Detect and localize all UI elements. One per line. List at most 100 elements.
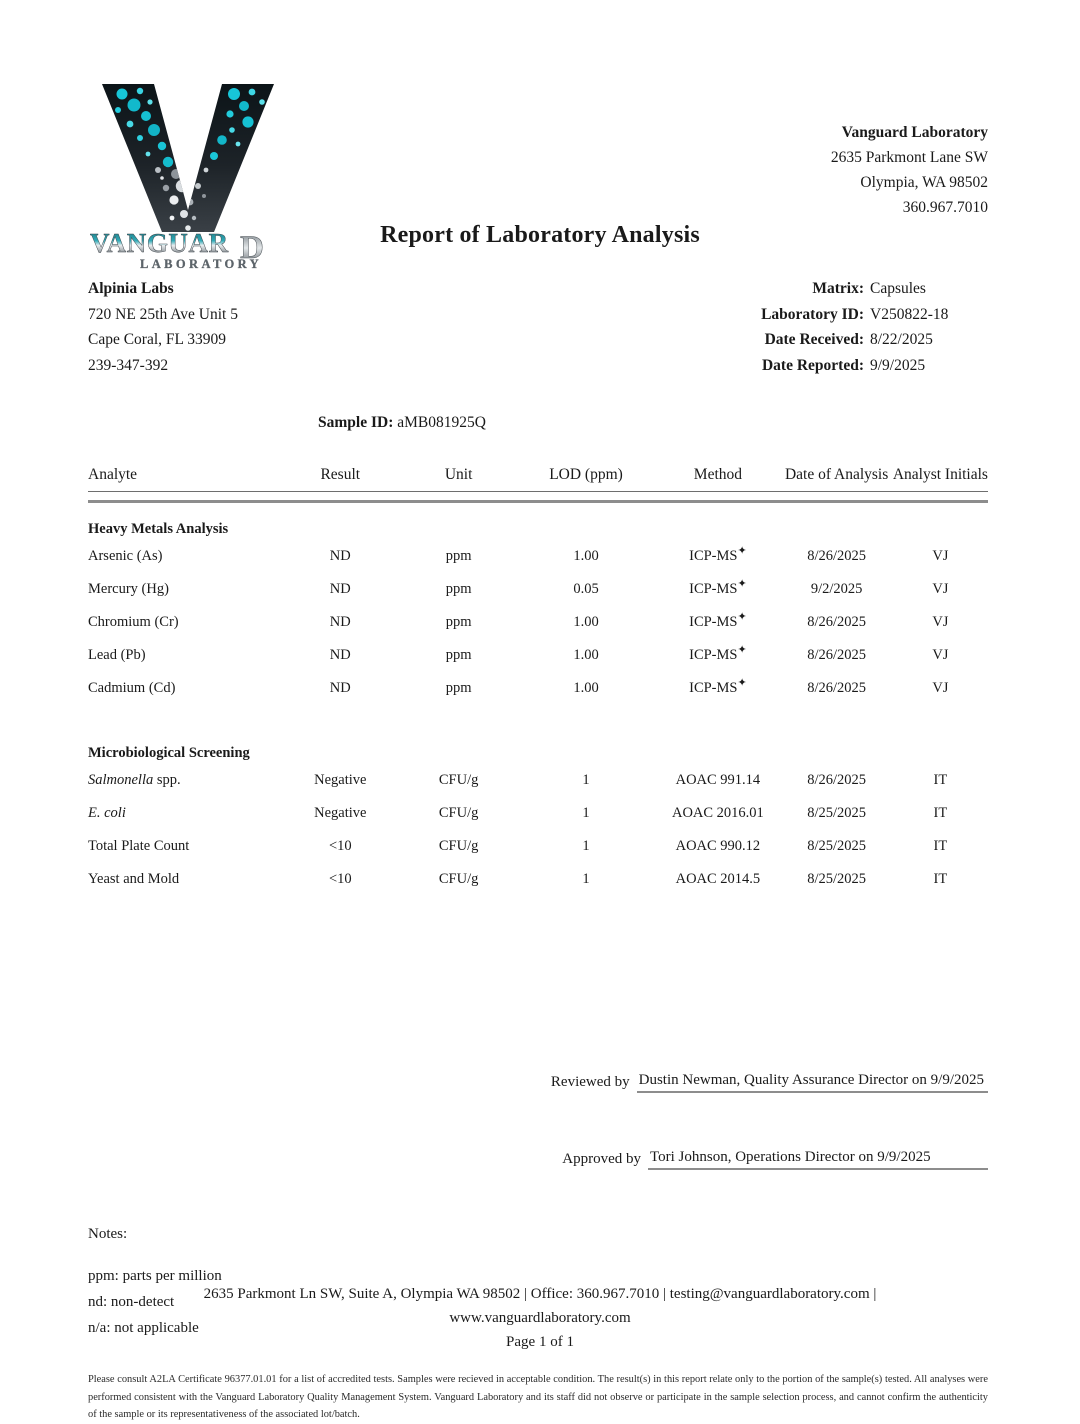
cell-result: <10 <box>328 838 352 854</box>
table-row: Mercury (Hg) ND ppm 0.05 ICP-MS✦ 9/2/2025 VJ <box>88 573 988 606</box>
results-header-row: Analyte Result Unit LOD (ppm) Method Dat… <box>88 466 988 492</box>
cell-result: Negative <box>314 772 367 788</box>
cell-date: 8/25/2025 <box>807 871 867 887</box>
cell-lod: 1 <box>582 772 590 788</box>
sample-meta-block: Matrix: Capsules Laboratory ID: V250822-… <box>761 276 988 378</box>
section-heading: Heavy Metals Analysis <box>88 521 229 537</box>
cell-unit: CFU/g <box>438 805 479 821</box>
results-table-wrapper: Analyte Result Unit LOD (ppm) Method Dat… <box>88 466 988 896</box>
footer-website: www.vanguardlaboratory.com <box>449 1310 631 1326</box>
cell-result: ND <box>329 680 351 696</box>
table-row: Chromium (Cr) ND ppm 1.00 ICP-MS✦ 8/26/2025 VJ <box>88 606 988 639</box>
cell-date: 8/26/2025 <box>807 680 867 696</box>
method-footnote-marker: ✦ <box>737 677 747 690</box>
cell-unit: ppm <box>445 647 472 663</box>
vanguard-logo: VANGUAR D LABORATORY <box>88 78 288 271</box>
cell-initials: VJ <box>932 647 949 663</box>
th-initials: Analyst Initials <box>892 466 988 492</box>
signature-block: Reviewed by Dustin Newman, Quality Assur… <box>0 1072 1080 1170</box>
cell-lod: 1 <box>582 805 590 821</box>
table-row: Yeast and Mold <10 CFU/g 1 AOAC 2014.5 8/25/2… <box>88 863 988 896</box>
meta-lab-id-value: V250822-18 <box>870 305 949 323</box>
cell-method: ICP-MS✦ <box>689 644 747 663</box>
results-table-head: Analyte Result Unit LOD (ppm) Method Dat… <box>88 466 988 511</box>
table-row: Total Plate Count <10 CFU/g 1 AOAC 990.12 8/2… <box>88 830 988 863</box>
cell-lod: 1.00 <box>573 548 599 564</box>
cell-lod: 0.05 <box>573 581 599 597</box>
method-footnote-marker: ✦ <box>737 611 747 624</box>
section-heading: Microbiological Screening <box>88 745 250 761</box>
table-row: Lead (Pb) ND ppm 1.00 ICP-MS✦ 8/26/2025 VJ <box>88 639 988 672</box>
notes-block: Notes: ppm: parts per million nd: non-de… <box>88 1226 988 1341</box>
approved-by-row: Approved by Tori Johnson, Operations Dir… <box>0 1149 988 1170</box>
lab-phone: 360.967.7010 <box>902 199 988 216</box>
cell-initials: VJ <box>932 680 949 696</box>
notes-title: Notes: <box>88 1226 128 1242</box>
client-address-line1: 720 NE 25th Ave Unit 5 <box>88 305 238 323</box>
cell-initials: VJ <box>932 614 949 630</box>
cell-date: 8/25/2025 <box>807 805 867 821</box>
method-footnote-marker: ✦ <box>737 644 747 657</box>
disclaimer-text: Please consult A2LA Certificate 96377.01… <box>88 1374 988 1420</box>
report-header: VANGUAR D LABORATORY Vanguard Laboratory… <box>0 0 1080 271</box>
cell-lod: 1.00 <box>573 680 599 696</box>
lab-address-line2: Olympia, WA 98502 <box>860 174 988 191</box>
cell-initials: VJ <box>932 581 949 597</box>
svg-text:LABORATORY: LABORATORY <box>140 257 262 271</box>
species-name: E. coli <box>88 805 126 821</box>
cell-analyte: Total Plate Count <box>88 838 190 854</box>
cell-lod: 1 <box>582 871 590 887</box>
cell-unit: ppm <box>445 614 472 630</box>
cell-date: 8/25/2025 <box>807 838 867 854</box>
client-address-line2: Cape Coral, FL 33909 <box>88 331 227 348</box>
cell-method: AOAC 2016.01 <box>671 805 764 821</box>
meta-matrix-label: Matrix: <box>812 280 864 297</box>
cell-initials: VJ <box>932 548 949 564</box>
approved-by-value: Tori Johnson, Operations Director on 9/9… <box>648 1149 988 1170</box>
cell-analyte: Lead (Pb) <box>88 647 146 663</box>
footer-page-number: Page 1 of 1 <box>506 1334 574 1350</box>
section-heading-row: Microbiological Screening <box>88 735 988 764</box>
cell-analyte: Cadmium (Cd) <box>88 680 176 696</box>
cell-unit: CFU/g <box>438 838 479 854</box>
meta-date-received: Date Received: 8/22/2025 <box>761 327 988 353</box>
meta-date-reported: Date Reported: 9/9/2025 <box>761 353 988 379</box>
cell-unit: ppm <box>445 548 472 564</box>
cell-initials: IT <box>933 805 948 821</box>
cell-lod: 1.00 <box>573 647 599 663</box>
cell-method: ICP-MS✦ <box>689 611 747 630</box>
table-row: Salmonella spp. Negative CFU/g 1 AOAC 991.14… <box>88 764 988 797</box>
cell-analyte: E. coli <box>88 797 280 830</box>
th-unit: Unit <box>400 466 517 492</box>
cell-result: <10 <box>328 871 352 887</box>
th-method: Method <box>655 466 781 492</box>
note-line: n/a: not applicable <box>88 1320 199 1336</box>
table-row: Cadmium (Cd) ND ppm 1.00 ICP-MS✦ 8/26/2025 VJ <box>88 672 988 705</box>
cell-analyte: Salmonella spp. <box>88 772 181 788</box>
cell-initials: IT <box>933 838 948 854</box>
sample-id-value: aMB081925Q <box>397 414 486 431</box>
cell-result: ND <box>329 614 351 630</box>
cell-unit: ppm <box>445 581 472 597</box>
th-date: Date of Analysis <box>780 466 893 492</box>
method-footnote-marker: ✦ <box>737 578 747 591</box>
cell-date: 8/26/2025 <box>807 548 867 564</box>
table-row: E. coli Negative CFU/g 1 AOAC 2016.01 8/25/20… <box>88 797 988 830</box>
cell-result: ND <box>329 548 351 564</box>
section-heading-row: Heavy Metals Analysis <box>88 511 988 540</box>
sample-id-label: Sample ID: <box>318 414 394 431</box>
species-name: Salmonella <box>88 772 154 788</box>
cell-date: 8/26/2025 <box>807 647 867 663</box>
note-line: ppm: parts per million <box>88 1268 222 1284</box>
cell-method: ICP-MS✦ <box>689 545 747 564</box>
meta-date-reported-value: 9/9/2025 <box>870 356 926 374</box>
cell-result: Negative <box>314 805 367 821</box>
cell-analyte: Arsenic (As) <box>88 548 163 564</box>
svg-text:D: D <box>240 230 264 266</box>
th-result: Result <box>279 466 401 492</box>
meta-date-received-label: Date Received: <box>764 331 864 348</box>
cell-method: ICP-MS✦ <box>689 578 747 597</box>
lab-name: Vanguard Laboratory <box>841 124 988 141</box>
cell-method: AOAC 990.12 <box>675 838 761 854</box>
reviewed-by-label: Reviewed by <box>550 1074 630 1090</box>
